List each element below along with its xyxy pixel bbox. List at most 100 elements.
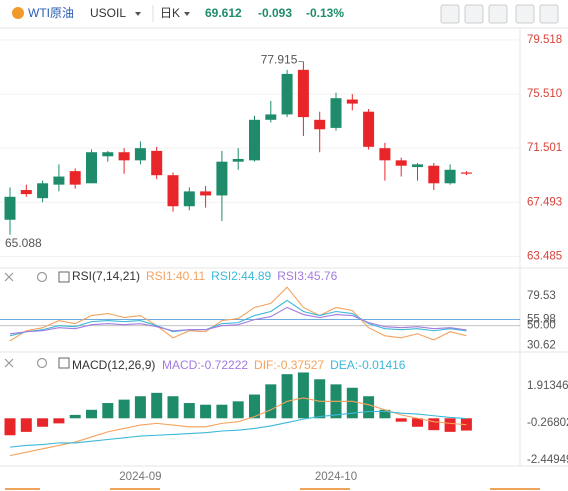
macd-bar (216, 404, 228, 419)
candle-body (183, 191, 195, 207)
indicator-box[interactable] (58, 271, 70, 283)
candle-body (69, 171, 81, 185)
macd-bar (314, 379, 326, 419)
macd-bar (53, 418, 65, 424)
y-tick-label: 55.98 (527, 314, 556, 326)
close-icon[interactable] (4, 272, 14, 282)
indicator-box[interactable] (58, 357, 70, 369)
toolbar (440, 4, 559, 24)
macd-bar (249, 394, 260, 419)
indicator-line (9, 410, 467, 448)
y-tick-label: 63.485 (527, 250, 562, 262)
macd-bar (118, 399, 130, 419)
settings-icon[interactable] (36, 271, 48, 283)
candle-body (37, 183, 49, 199)
candle-body (200, 191, 212, 196)
close-icon[interactable] (4, 358, 14, 368)
y-tick-label: 50.00 (527, 320, 556, 332)
tool-button[interactable] (464, 4, 484, 24)
macd-bar (232, 401, 244, 419)
candle-body (216, 161, 228, 196)
macd-bar (297, 372, 309, 419)
tool-button[interactable] (488, 4, 508, 24)
macd-bar (379, 409, 391, 419)
macd-bar (102, 403, 114, 419)
macd-bar (200, 404, 212, 419)
indicator-line (9, 397, 467, 457)
dropdown-arrow[interactable] (184, 12, 190, 16)
candle-body (167, 175, 179, 207)
candle-body (102, 152, 114, 157)
macd-bar (86, 409, 97, 419)
candle-body (297, 69, 309, 118)
macd-bar (265, 384, 277, 419)
macd-bar (395, 418, 407, 422)
y-tick-label: 71.501 (527, 142, 562, 154)
x-tick-label: 2024-09 (119, 471, 161, 483)
y-tick-label: -0.26802 (527, 417, 568, 429)
candle-body (118, 152, 130, 161)
macd-bar (37, 418, 49, 427)
macd-bar (151, 392, 163, 419)
tool-button[interactable] (440, 4, 460, 24)
macd-bar (412, 418, 423, 427)
candle-body (134, 148, 146, 161)
macd-bar (428, 418, 440, 431)
indicator-title: MACD(12,26,9) (72, 358, 155, 372)
max-label: 77.915 (261, 53, 298, 67)
macd-bar (281, 374, 293, 419)
tool-button[interactable] (539, 4, 559, 24)
legend-entry: MACD:-0.72222 (162, 358, 248, 372)
candle-body (53, 176, 65, 185)
macd-bar (346, 387, 358, 419)
indicator-line (9, 286, 467, 342)
y-tick-label: -2.44949 (527, 454, 568, 466)
settings-icon[interactable] (36, 357, 48, 369)
candle-body (20, 190, 32, 195)
macd-bar (363, 396, 375, 419)
macd-bar (20, 418, 32, 432)
candle-body (330, 98, 342, 128)
candle-body (281, 73, 293, 115)
candle-body (346, 99, 358, 104)
x-tick-label: 2024-10 (315, 471, 357, 483)
period[interactable]: 日K (160, 6, 180, 20)
legend-entry: RSI2:44.89 (211, 269, 271, 283)
y-tick-label: 79.53 (527, 290, 556, 302)
macd-bar (4, 418, 16, 436)
legend-entry: RSI3:45.76 (277, 269, 337, 283)
macd-bar (444, 418, 456, 432)
y-tick-label: 30.62 (527, 339, 556, 351)
macd-bar (167, 396, 179, 419)
y-tick-label: 79.518 (527, 34, 562, 46)
candle-body (395, 160, 407, 166)
symbol[interactable]: WTI原油 (28, 6, 74, 20)
y-tick-label: 75.510 (527, 88, 562, 100)
macd-bar (183, 403, 195, 419)
candle-body (460, 172, 472, 174)
candle-body (151, 150, 163, 176)
min-label: 65.088 (5, 236, 42, 250)
candle-body (86, 152, 97, 184)
candle-body (232, 158, 244, 162)
indicator-line (9, 306, 467, 335)
candle-body (428, 165, 440, 184)
dropdown-arrow[interactable] (135, 12, 141, 16)
candle-body (249, 119, 260, 161)
legend-entry: DIF:-0.37527 (254, 358, 324, 372)
panel-icons (4, 271, 48, 369)
tool-button[interactable] (515, 4, 535, 24)
y-tick-label: 67.493 (527, 196, 562, 208)
price-change-pct: -0.13% (306, 6, 344, 20)
candle-body (314, 119, 326, 130)
candle-body (412, 164, 423, 168)
candle-body (265, 114, 277, 120)
symbol-code[interactable]: USOIL (90, 6, 126, 20)
legend-entry: DEA:-0.01416 (330, 358, 406, 372)
candle-body (363, 111, 375, 147)
indicator-title: RSI(7,14,21) (72, 269, 140, 283)
macd-bar (134, 396, 146, 419)
candle-body (4, 196, 16, 220)
y-tick-label: 1.91346 (527, 380, 568, 392)
